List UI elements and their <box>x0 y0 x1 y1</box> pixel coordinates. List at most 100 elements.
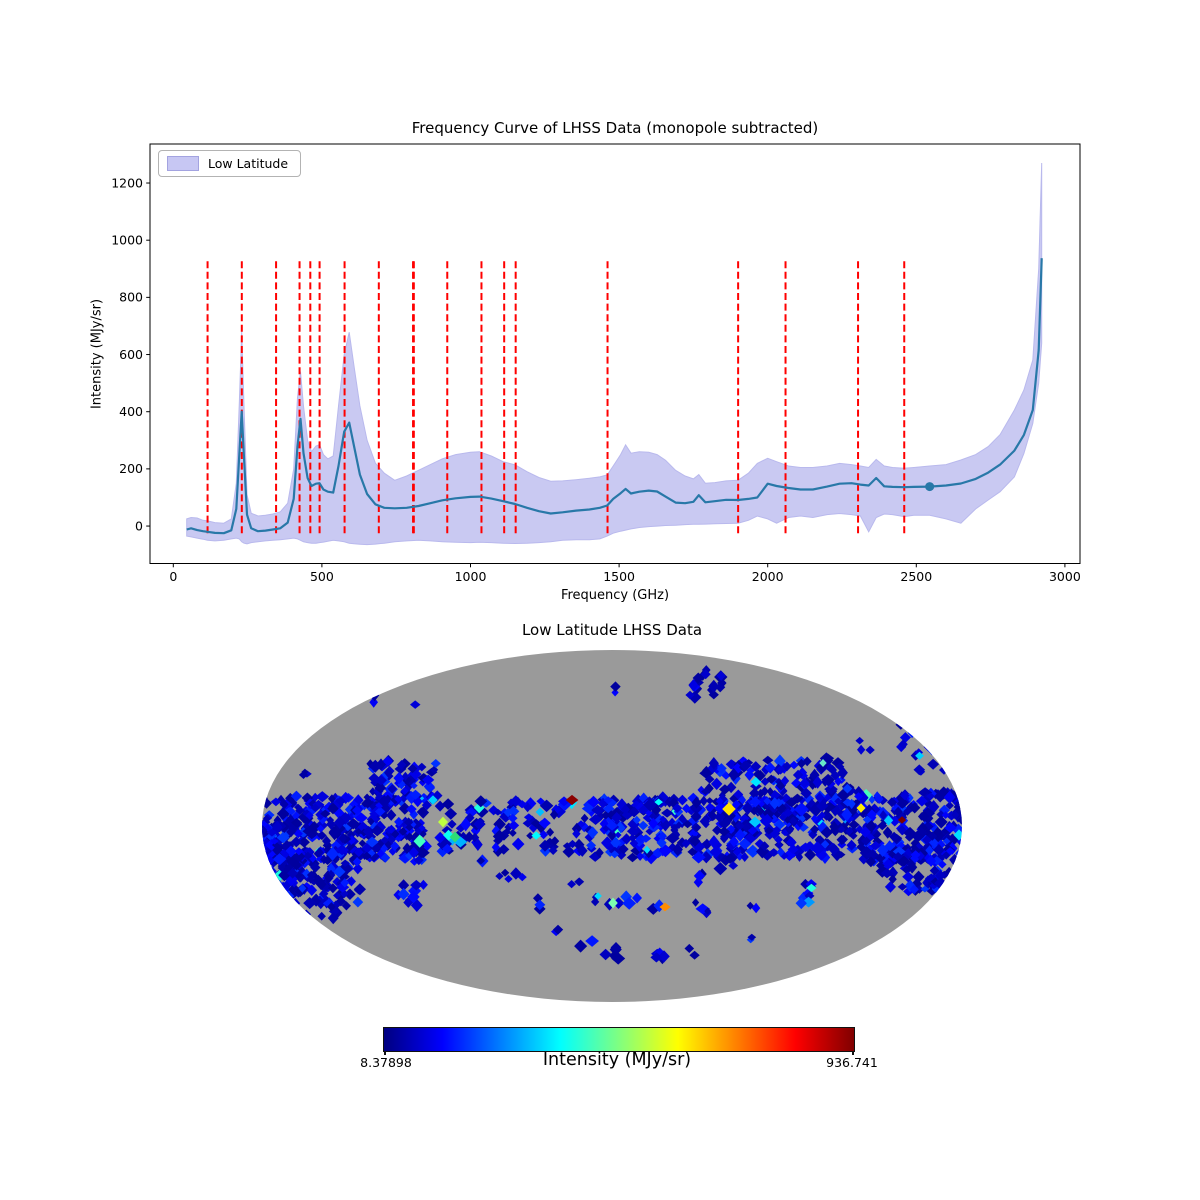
healpix-pixel <box>920 885 930 893</box>
chart2-title: Low Latitude LHSS Data <box>521 621 703 639</box>
healpix-pixel <box>322 835 332 847</box>
healpix-pixel <box>402 842 412 854</box>
healpix-pixel <box>629 838 639 848</box>
healpix-pixel <box>834 797 843 806</box>
healpix-pixel <box>407 764 418 774</box>
healpix-pixel <box>280 899 289 909</box>
healpix-pixel <box>341 862 353 875</box>
healpix-pixel <box>367 817 375 826</box>
healpix-pixel <box>905 719 916 730</box>
healpix-pixel <box>749 787 760 800</box>
healpix-pixel <box>896 710 910 725</box>
healpix-pixel <box>567 839 578 849</box>
healpix-pixel <box>353 794 364 807</box>
healpix-pixel <box>503 807 513 818</box>
healpix-pixel <box>716 763 727 774</box>
healpix-pixel <box>315 878 327 891</box>
healpix-pixel <box>692 898 700 907</box>
healpix-pixel <box>614 831 622 839</box>
healpix-pixel <box>658 950 670 963</box>
healpix-pixel <box>925 846 933 855</box>
chart1-x-axis-label: Frequency (GHz) <box>560 588 670 603</box>
healpix-pixel <box>322 840 333 851</box>
healpix-pixel <box>315 819 328 832</box>
healpix-pixel <box>416 807 426 817</box>
healpix-pixel <box>335 796 346 806</box>
healpix-pixel <box>796 758 806 769</box>
healpix-pixel <box>552 924 564 935</box>
healpix-pixel <box>865 856 877 868</box>
healpix-pixel <box>870 841 882 851</box>
healpix-pixel <box>729 835 739 848</box>
healpix-pixel <box>511 837 525 851</box>
healpix-pixel <box>841 807 853 822</box>
healpix-pixel <box>884 841 896 852</box>
healpix-pixel <box>828 765 837 776</box>
healpix-pixel <box>263 884 272 893</box>
healpix-pixel <box>714 841 723 849</box>
healpix-pixel <box>400 804 409 815</box>
healpix-pixel <box>690 802 703 815</box>
healpix-pixel <box>807 798 817 809</box>
healpix-pixel <box>263 880 276 893</box>
healpix-pixel <box>588 851 602 862</box>
healpix-pixel <box>464 831 475 843</box>
healpix-pixel <box>837 766 848 780</box>
healpix-pixel <box>266 879 277 891</box>
healpix-pixel <box>538 830 549 840</box>
healpix-pixel <box>531 831 541 840</box>
healpix-pixel <box>418 824 426 832</box>
healpix-pixel <box>927 734 939 745</box>
healpix-pixel <box>944 761 953 770</box>
healpix-pixel <box>438 816 448 828</box>
healpix-pixel <box>673 847 682 856</box>
healpix-pixel <box>957 816 962 825</box>
healpix-pixel <box>410 782 418 790</box>
healpix-pixel <box>398 879 410 892</box>
healpix-pixel <box>401 771 410 781</box>
healpix-pixel <box>473 802 485 814</box>
healpix-pixel <box>816 799 829 812</box>
healpix-pixel <box>397 779 406 790</box>
healpix-pixel <box>898 739 908 750</box>
healpix-pixel <box>672 803 683 813</box>
healpix-pixel <box>436 845 449 858</box>
healpix-pixel <box>348 835 356 846</box>
healpix-pixel <box>290 790 303 802</box>
healpix-pixel <box>658 844 672 858</box>
healpix-pixel <box>262 864 273 876</box>
healpix-pixel <box>601 836 614 850</box>
healpix-pixel <box>312 799 325 810</box>
healpix-pixel <box>262 900 269 911</box>
healpix-pixel <box>628 806 640 818</box>
healpix-pixel <box>386 809 397 821</box>
healpix-pixel <box>715 797 724 805</box>
healpix-pixel <box>417 762 427 772</box>
healpix-pixel <box>810 824 820 834</box>
healpix-pixel <box>390 795 400 805</box>
healpix-pixel <box>748 816 762 828</box>
healpix-pixel <box>367 849 376 857</box>
healpix-pixel <box>787 844 799 855</box>
healpix-pixel <box>916 723 927 732</box>
healpix-pixel <box>298 836 310 848</box>
healpix-pixel <box>874 794 884 804</box>
healpix-pixel <box>691 796 702 809</box>
healpix-pixel <box>794 802 809 817</box>
healpix-pixel <box>270 797 282 807</box>
healpix-pixel <box>955 787 962 798</box>
healpix-pixel <box>918 810 930 823</box>
healpix-pixel <box>653 832 666 845</box>
healpix-pixel <box>508 820 520 831</box>
healpix-pixel <box>823 793 833 802</box>
healpix-pixel <box>789 760 799 770</box>
healpix-pixel <box>699 795 708 807</box>
healpix-pixel <box>746 901 754 910</box>
healpix-pixel <box>403 817 414 827</box>
healpix-pixel <box>713 862 728 876</box>
healpix-pixel <box>936 839 946 850</box>
healpix-pixel <box>319 888 329 899</box>
healpix-pixel <box>315 791 330 803</box>
healpix-pixel <box>944 822 957 833</box>
healpix-pixel <box>273 815 282 826</box>
